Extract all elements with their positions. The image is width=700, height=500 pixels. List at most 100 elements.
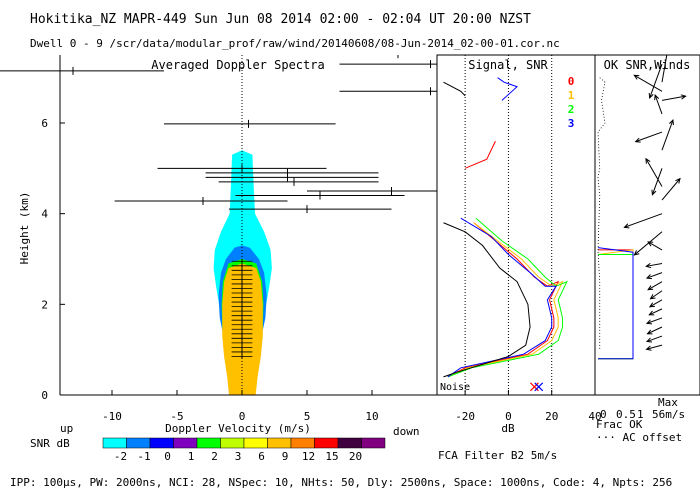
legend-swatch-4 <box>196 437 221 449</box>
height-tick-label: 6 <box>41 117 48 130</box>
winds-plot-area <box>597 43 687 360</box>
legend-value: 3 <box>235 450 242 463</box>
wind-vector-2 <box>634 74 663 92</box>
snr-upper-segment-1 <box>464 140 496 169</box>
wind-vector-1 <box>661 55 668 83</box>
wind-vector-15 <box>647 281 663 291</box>
velocity-axis-label: Doppler Velocity (m/s) <box>165 422 311 435</box>
wind-arrowhead-15 <box>647 285 654 291</box>
wind-arrowhead-19 <box>645 319 652 325</box>
wind-vector-14 <box>646 272 663 279</box>
wind-vector-12 <box>647 241 663 251</box>
legend-swatch-7 <box>267 437 292 449</box>
wind-vector-11 <box>634 231 663 256</box>
legend-value: 6 <box>258 450 265 463</box>
snr-tick-label: 20 <box>545 410 558 423</box>
wind-arrowhead-7 <box>651 189 657 196</box>
wind-arrowhead-14 <box>645 274 652 280</box>
wind-vector-10 <box>624 213 663 228</box>
legend-value: 1 <box>188 450 195 463</box>
snr-plot-area <box>443 55 568 395</box>
wind-vector-7 <box>651 168 663 195</box>
wind-vector-5 <box>635 131 663 143</box>
wind-vector-4 <box>654 94 663 115</box>
legend-value: 12 <box>302 450 315 463</box>
channel-label-0: 0 <box>568 75 575 88</box>
legend-swatch-9 <box>314 437 339 449</box>
legend-swatch-2 <box>149 437 174 449</box>
height-axis-label: Height (km) <box>18 192 31 265</box>
wind-arrowhead-11 <box>633 250 640 256</box>
height-tick-label: 4 <box>41 208 48 221</box>
legend-swatch-8 <box>290 437 315 449</box>
wind-vector-13 <box>646 263 663 267</box>
wind-vector-17 <box>649 299 663 308</box>
channel-label-2: 2 <box>568 103 575 116</box>
velocity-tick-label: 5 <box>304 410 311 423</box>
spectra-plot-area <box>60 55 437 395</box>
frac-ok-1 <box>597 249 634 360</box>
snr-marker-1 <box>534 382 544 392</box>
snr-series-noise <box>443 222 531 378</box>
snr-upper-segment-2 <box>443 81 466 97</box>
winds-title: OK SNR,Winds <box>604 58 691 72</box>
max-value: 56m/s <box>652 408 685 421</box>
legend-swatch-0 <box>102 437 127 449</box>
wind-arrowhead-21 <box>645 337 652 343</box>
wind-vector-20 <box>647 326 663 335</box>
legend-down-label: down <box>393 425 420 438</box>
ac-offset-label: ··· AC offset <box>596 431 682 444</box>
wind-vector-8 <box>645 158 663 187</box>
legend-swatch-11 <box>361 437 386 449</box>
wind-arrowhead-13 <box>645 262 652 269</box>
header-line1: Hokitika_NZ MAPR-449 Sun Jun 08 2014 02:… <box>30 12 531 27</box>
frac-tick-0: 0 <box>600 408 607 421</box>
wind-arrowhead-5 <box>634 137 641 143</box>
legend-value: 20 <box>349 450 362 463</box>
filter-label: FCA Filter B2 5m/s <box>438 449 557 462</box>
snr-panel: Noise-20 0 20 40 <box>436 54 602 423</box>
legend-value: -2 <box>114 450 127 463</box>
wind-vector-3 <box>661 95 686 101</box>
frac-ok-label: Frac OK <box>596 418 643 431</box>
snr-tick-label: -20 <box>455 410 475 423</box>
ac-offset-line <box>597 77 606 350</box>
wind-arrowhead-3 <box>680 94 687 100</box>
legend-swatch-1 <box>126 437 151 449</box>
velocity-tick-label: -10 <box>102 410 122 423</box>
wind-vector-9 <box>661 178 681 201</box>
velocity-tick-label: 10 <box>365 410 378 423</box>
snr-tick-label: 0 <box>505 410 512 423</box>
winds-frame <box>594 54 700 396</box>
snr-series-1 <box>447 222 564 378</box>
wind-arrowhead-17 <box>648 302 655 308</box>
snr-upper-segment-0 <box>497 77 519 101</box>
spectra-title: Averaged Doppler Spectra <box>151 58 324 72</box>
wind-vector-21 <box>646 335 663 343</box>
frac-ok-0 <box>598 249 634 360</box>
height-tick-label: 0 <box>41 389 48 402</box>
wind-arrowhead-18 <box>648 310 655 316</box>
wind-arrowhead-1 <box>666 43 670 48</box>
db-axis-label: dB <box>501 422 515 435</box>
legend-swatch-6 <box>243 437 268 449</box>
legend-up-label: up <box>60 422 73 435</box>
wind-arrowhead-20 <box>646 329 653 335</box>
snr-color-legend: -2 -1 0 1 2 3 6 9 12 15 20 <box>102 437 386 463</box>
wind-vector-6 <box>661 119 674 151</box>
wind-vector-19 <box>646 317 663 324</box>
footer-params: IPP: 100µs, PW: 2000ns, NCI: 28, NSpec: … <box>10 476 672 489</box>
snr-tick-label: 40 <box>588 410 601 423</box>
max-label: Max <box>658 396 678 409</box>
channel-label-1: 1 <box>568 89 575 102</box>
snr-series-2 <box>447 217 568 378</box>
wind-arrowhead-10 <box>623 223 630 229</box>
header-line2: Dwell 0 - 9 /scr/data/modular_prof/raw/w… <box>30 37 560 50</box>
frac-tick-label: 1 <box>637 408 644 421</box>
wind-arrowhead-0 <box>648 92 654 99</box>
legend-value: 2 <box>211 450 218 463</box>
legend-swatch-5 <box>220 437 245 449</box>
frac-ok-3 <box>597 247 634 360</box>
